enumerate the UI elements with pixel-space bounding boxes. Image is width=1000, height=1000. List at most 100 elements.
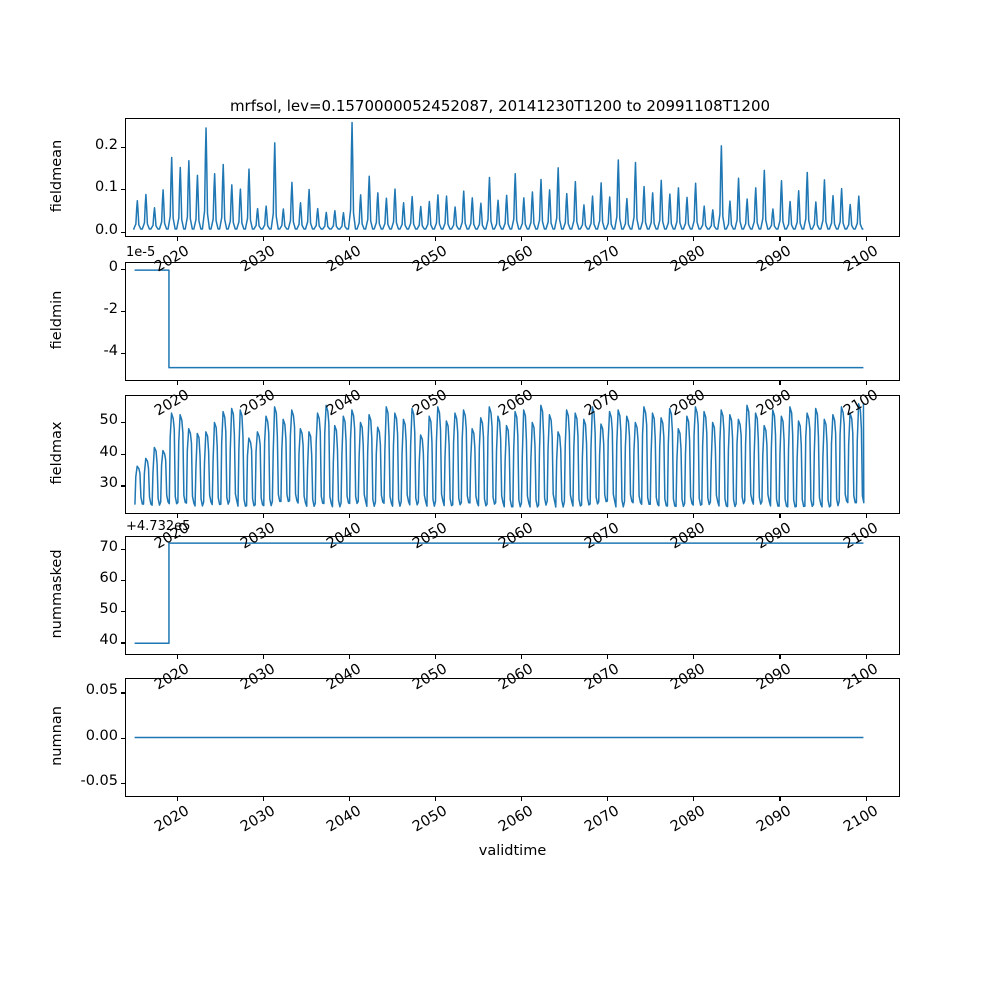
y-tick-label-numnan-1: 0.00 — [85, 727, 118, 744]
plot-area-fieldmean — [126, 119, 899, 236]
x-tick-mark-numnan-0 — [176, 797, 178, 801]
x-tick-mark-nummasked-8 — [865, 655, 867, 659]
x-tick-mark-nummasked-1 — [262, 655, 264, 659]
x-tick-label-numnan-5: 2070 — [582, 803, 623, 836]
data-line-fieldmean — [134, 123, 864, 229]
x-tick-mark-numnan-1 — [262, 797, 264, 801]
x-tick-label-numnan-2: 2040 — [323, 803, 364, 836]
x-tick-mark-fieldmax-8 — [865, 514, 867, 518]
x-tick-mark-numnan-8 — [865, 797, 867, 801]
x-tick-mark-numnan-6 — [693, 797, 695, 801]
y-axis-offset-text-nummasked: +4.732e5 — [126, 519, 191, 534]
y-tick-mark-numnan-0 — [121, 692, 125, 694]
data-line-fieldmax — [135, 404, 864, 507]
x-tick-mark-fieldmin-1 — [262, 381, 264, 385]
x-tick-mark-nummasked-5 — [607, 655, 609, 659]
panel-fieldmin — [125, 262, 900, 381]
y-tick-label-fieldmax-0: 30 — [99, 475, 118, 492]
y-tick-mark-fieldmax-0 — [121, 485, 125, 487]
plot-area-fieldmax — [126, 396, 899, 513]
x-tick-label-numnan-1: 2030 — [237, 803, 278, 836]
data-line-fieldmin — [135, 270, 864, 367]
y-tick-mark-nummasked-2 — [121, 579, 125, 581]
x-tick-mark-fieldmean-6 — [693, 237, 695, 241]
x-tick-mark-fieldmean-0 — [176, 237, 178, 241]
y-axis-label-fieldmax: fieldmax — [49, 421, 65, 484]
panel-fieldmean — [125, 118, 900, 237]
x-tick-mark-fieldmax-3 — [435, 514, 437, 518]
y-tick-label-fieldmax-1: 40 — [99, 443, 118, 460]
x-tick-mark-fieldmin-0 — [176, 381, 178, 385]
x-tick-mark-numnan-7 — [779, 797, 781, 801]
y-tick-mark-fieldmax-1 — [121, 453, 125, 455]
y-tick-mark-fieldmean-2 — [121, 146, 125, 149]
x-tick-mark-nummasked-0 — [176, 655, 178, 659]
y-tick-mark-numnan-2 — [121, 782, 125, 784]
x-tick-label-numnan-8: 2100 — [840, 803, 881, 836]
x-tick-mark-fieldmean-1 — [262, 237, 264, 241]
y-tick-mark-fieldmean-1 — [121, 189, 125, 191]
x-tick-mark-fieldmin-2 — [348, 381, 350, 385]
x-tick-mark-fieldmax-0 — [176, 514, 178, 518]
y-tick-label-nummasked-2: 60 — [99, 569, 118, 586]
x-tick-mark-fieldmean-5 — [607, 237, 609, 241]
x-tick-mark-fieldmax-1 — [262, 514, 264, 518]
x-tick-mark-fieldmax-5 — [607, 514, 609, 518]
x-tick-mark-fieldmean-7 — [779, 237, 781, 241]
x-tick-mark-numnan-4 — [521, 797, 523, 801]
panel-nummasked — [125, 536, 900, 655]
x-tick-label-numnan-4: 2060 — [496, 803, 537, 836]
x-tick-mark-fieldmax-2 — [348, 514, 350, 518]
x-tick-mark-fieldmax-6 — [693, 514, 695, 518]
y-tick-label-fieldmean-1: 0.1 — [94, 179, 118, 196]
y-tick-mark-nummasked-3 — [121, 548, 125, 550]
x-tick-label-numnan-7: 2090 — [754, 803, 795, 836]
y-tick-mark-fieldmax-2 — [121, 421, 125, 424]
x-tick-mark-numnan-3 — [435, 797, 437, 801]
y-axis-label-fieldmin: fieldmin — [49, 290, 65, 349]
y-tick-label-fieldmean-0: 0.0 — [94, 221, 118, 238]
y-tick-mark-nummasked-1 — [121, 611, 125, 613]
x-tick-mark-numnan-5 — [607, 797, 609, 801]
x-tick-mark-fieldmin-5 — [607, 381, 609, 385]
page-title: mrfsol, lev=0.1570000052452087, 20141230… — [229, 97, 771, 115]
y-tick-label-nummasked-0: 40 — [99, 632, 118, 649]
y-tick-label-fieldmean-2: 0.2 — [94, 136, 118, 153]
x-tick-mark-fieldmax-4 — [521, 514, 523, 518]
x-tick-mark-fieldmin-3 — [435, 381, 437, 385]
y-tick-label-numnan-2: -0.05 — [80, 772, 118, 789]
x-tick-label-numnan-0: 2020 — [151, 803, 192, 836]
y-axis-offset-text-fieldmin: 1e-5 — [126, 245, 156, 260]
y-axis-label-numnan: numnan — [49, 705, 65, 766]
y-tick-label-nummasked-1: 50 — [99, 601, 118, 618]
y-tick-mark-fieldmin-2 — [121, 352, 125, 354]
y-axis-label-nummasked: nummasked — [49, 548, 65, 639]
y-tick-label-fieldmax-2: 50 — [99, 411, 118, 428]
y-tick-mark-nummasked-0 — [121, 642, 125, 644]
y-tick-label-fieldmin-1: -2 — [103, 301, 118, 318]
x-tick-mark-fieldmean-8 — [865, 237, 867, 241]
y-tick-mark-fieldmin-1 — [121, 311, 125, 313]
y-tick-label-numnan-0: 0.05 — [85, 682, 118, 699]
x-tick-label-numnan-3: 2050 — [410, 803, 450, 836]
x-tick-mark-fieldmin-6 — [693, 381, 695, 385]
x-tick-mark-fieldmean-2 — [348, 237, 350, 241]
plot-area-numnan — [126, 679, 899, 796]
x-tick-mark-fieldmin-4 — [521, 381, 523, 385]
y-axis-label-fieldmean: fieldmean — [49, 139, 65, 212]
y-tick-mark-fieldmin-0 — [121, 269, 125, 271]
plot-area-fieldmin — [126, 263, 899, 380]
data-line-nummasked — [135, 543, 864, 643]
x-tick-mark-nummasked-6 — [693, 655, 695, 659]
y-tick-mark-numnan-1 — [121, 737, 125, 739]
x-tick-mark-nummasked-2 — [348, 655, 350, 659]
x-tick-mark-nummasked-3 — [435, 655, 437, 659]
x-tick-mark-nummasked-4 — [521, 655, 523, 659]
x-tick-mark-fieldmin-7 — [779, 381, 781, 385]
y-tick-label-fieldmin-2: -4 — [103, 342, 118, 359]
x-tick-mark-fieldmax-7 — [779, 514, 781, 518]
x-tick-mark-fieldmin-8 — [865, 381, 867, 385]
x-tick-mark-fieldmean-4 — [521, 237, 523, 241]
x-tick-mark-numnan-2 — [348, 797, 350, 801]
